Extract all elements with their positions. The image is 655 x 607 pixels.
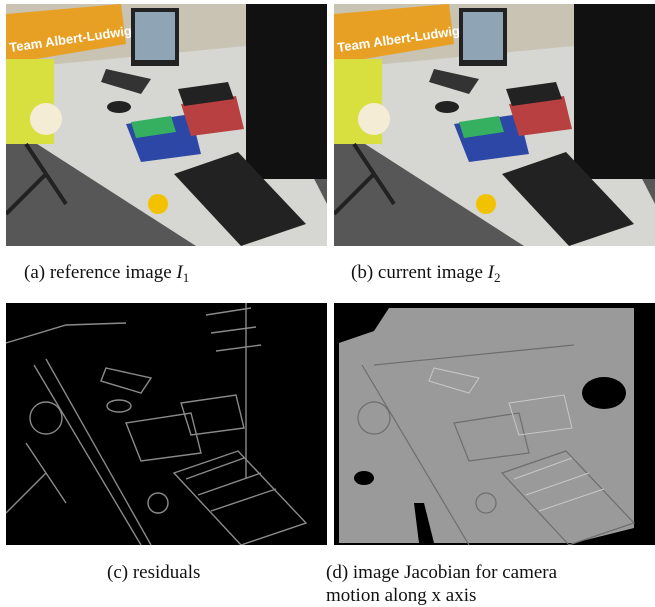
keyboard bbox=[174, 152, 306, 246]
residuals-image bbox=[6, 303, 327, 545]
current-image: Team Albert-Ludwigs bbox=[334, 4, 655, 246]
caption-b: (b) current image I2 bbox=[351, 262, 501, 285]
jacobian-image bbox=[334, 303, 655, 545]
caption-d: (d) image Jacobian for camera motion alon… bbox=[326, 562, 558, 606]
banner bbox=[6, 4, 126, 64]
reference-image: Team Albert-Ludwigs bbox=[6, 4, 327, 246]
caption-c: (c) residuals bbox=[107, 562, 201, 583]
monitor bbox=[246, 4, 327, 179]
caption-a: (a) reference image I1 bbox=[24, 262, 190, 285]
